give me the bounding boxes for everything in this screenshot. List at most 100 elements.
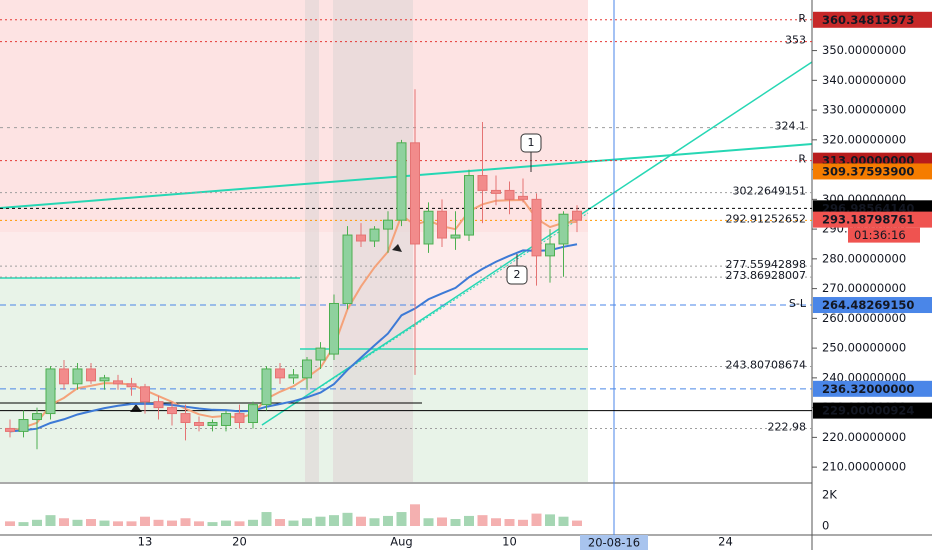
volume-bar (504, 519, 515, 526)
volume-bar (234, 521, 245, 526)
volume-bar (477, 515, 488, 526)
volume-tick-label: 2K (822, 488, 837, 502)
volume-bar (396, 512, 407, 526)
volume-bar (113, 521, 123, 526)
candle-body (356, 234, 366, 242)
y-tick-label: 260.00000000 (822, 311, 906, 325)
callout-box (506, 265, 528, 285)
candle-body (477, 175, 488, 191)
countdown-box (848, 227, 920, 243)
ema-line (9, 243, 578, 433)
volume-bar (302, 518, 312, 526)
arrow-marker (130, 404, 142, 412)
candle-body (329, 302, 339, 355)
volume-bar (558, 516, 569, 526)
candle-body (383, 219, 393, 230)
price-label-box (813, 297, 932, 314)
level-label: 353 (785, 34, 806, 47)
volume-bar (86, 519, 96, 526)
volume-bar (261, 512, 272, 526)
volume-bar (518, 519, 528, 526)
volume-bar (410, 504, 420, 526)
price-label: 229.00000924 (822, 404, 914, 418)
candle-body (194, 421, 204, 426)
candle-body (396, 142, 407, 221)
crosshair-label: 20-08-16 (588, 536, 640, 550)
volume-bar (491, 518, 501, 526)
volume-bar (45, 515, 56, 526)
y-tick-label: 220.00000000 (822, 430, 906, 444)
candle-body (248, 404, 258, 423)
level-label: 277.55942898 (726, 258, 806, 271)
y-tick-label: 340.00000000 (822, 73, 906, 87)
candle-body (450, 234, 461, 239)
volume-bar (153, 519, 164, 526)
callout-label: 2 (514, 268, 521, 281)
reward-zone (0, 278, 300, 482)
candle-body (153, 401, 164, 409)
candle-body (126, 383, 137, 388)
level-label: R (798, 153, 806, 166)
session-band (305, 0, 319, 482)
volume-bar (572, 520, 582, 526)
volume-bar (207, 522, 218, 526)
y-tick-label: 280.00000000 (822, 251, 906, 265)
volume-bar (531, 513, 542, 526)
volume-bar (72, 519, 83, 526)
x-tick-label: Aug (390, 535, 412, 549)
candle-body (545, 243, 555, 257)
volume-bar (5, 521, 15, 526)
candle-body (5, 427, 15, 432)
volume-bar (545, 514, 555, 526)
volume-bar (126, 521, 137, 526)
candle-body (261, 368, 272, 406)
level-label: 302.2649151 (733, 185, 806, 198)
volume-bar (329, 515, 339, 526)
y-tick-label: 250.00000000 (822, 341, 906, 355)
price-label-box (813, 211, 932, 228)
arrow-marker (392, 244, 402, 252)
candle-body (72, 368, 83, 385)
volume-bar (180, 518, 191, 526)
volume-bar (383, 515, 393, 526)
level-label: 243.80708674 (726, 359, 806, 372)
candle-body (437, 210, 447, 239)
candle-body (342, 234, 353, 304)
candle-body (504, 189, 515, 200)
price-label: 309.37593900 (822, 164, 914, 178)
volume-bar (221, 520, 231, 526)
volume-bar (450, 519, 461, 526)
y-tick-label: 350.00000000 (822, 43, 906, 57)
volume-bar (140, 516, 150, 526)
countdown: 01:36:16 (854, 228, 906, 242)
risk-zone (0, 0, 588, 232)
level-label: S-L (789, 297, 807, 310)
candle-body (180, 413, 191, 423)
candle-body (59, 368, 69, 385)
volume-bar (288, 520, 299, 526)
x-tick-label: 24 (718, 535, 733, 549)
candle-body (423, 210, 434, 245)
candle-body (234, 413, 245, 423)
candle-body (113, 380, 123, 385)
level-label: 222.98 (768, 421, 807, 434)
volume-bar (99, 520, 110, 526)
volume-bar (248, 519, 258, 526)
volume-bar (315, 516, 326, 526)
volume-bar (356, 516, 366, 526)
volume-bar (464, 515, 474, 526)
candle-body (18, 419, 29, 432)
volume-bar (369, 518, 380, 526)
price-label-box (813, 163, 932, 180)
price-label: 360.34815973 (822, 13, 914, 27)
candle-body (221, 413, 231, 426)
crosshair-box (580, 535, 648, 550)
callout-label: 1 (528, 136, 535, 149)
candle-body (531, 198, 542, 257)
candle-body (410, 142, 420, 245)
candle-body (558, 213, 569, 245)
y-tick-label: 210.00000000 (822, 460, 906, 474)
candle-body (518, 195, 528, 200)
y-tick-label: 270.00000000 (822, 281, 906, 295)
volume-tick-label: 0 (822, 519, 829, 533)
